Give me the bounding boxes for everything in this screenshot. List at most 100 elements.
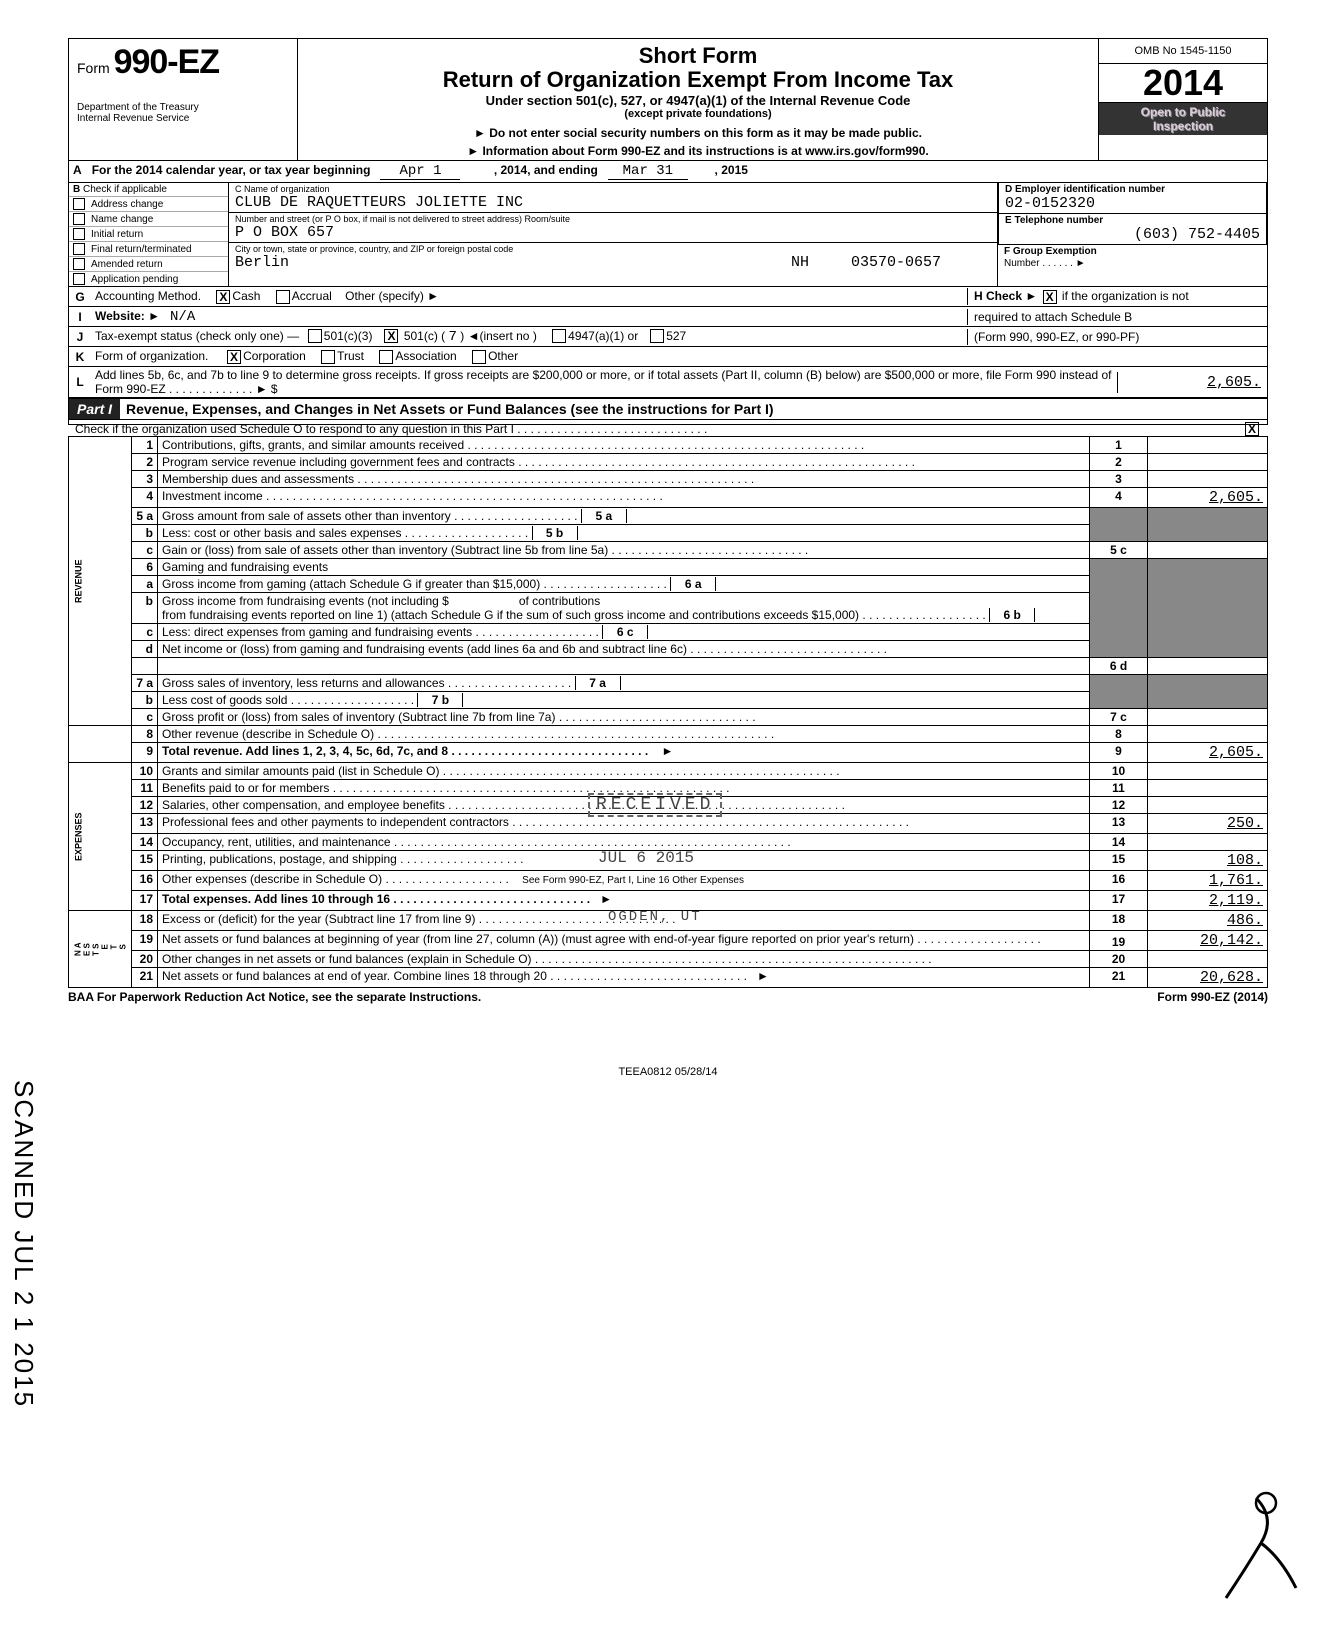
chk-assoc[interactable] [379, 350, 393, 364]
line-20-desc: Other changes in net assets or fund bala… [162, 952, 932, 966]
chk-527[interactable] [650, 329, 664, 343]
chk-application-pending[interactable] [73, 273, 85, 285]
chk-cash[interactable]: X [216, 290, 230, 304]
line-7b-desc: Less cost of goods sold [162, 693, 414, 707]
line-1-desc: Contributions, gifts, grants, and simila… [162, 438, 864, 452]
row-l: L Add lines 5b, 6c, and 7b to line 9 to … [68, 367, 1268, 398]
ssn-warning: ► Do not enter social security numbers o… [304, 126, 1092, 140]
line-9-arrow: ► [662, 744, 674, 758]
line-6c-desc: Less: direct expenses from gaming and fu… [162, 625, 599, 639]
line-5c-rt: 5 c [1090, 542, 1148, 559]
line-14-num: 14 [132, 834, 158, 851]
j-opt1: 501(c)(3) [324, 329, 373, 343]
line-15-rt: 15 [1090, 851, 1148, 871]
line-1-num: 1 [132, 437, 158, 454]
k-assoc: Association [395, 349, 456, 363]
line-10-desc: Grants and similar amounts paid (list in… [162, 764, 840, 778]
form-page: Form 990-EZ Department of the Treasury I… [68, 38, 1268, 1078]
c-name-label: C Name of organization [229, 183, 997, 194]
g-cash: Cash [232, 289, 260, 303]
chk-schedule-o[interactable]: X [1245, 422, 1259, 436]
line-15-num: 15 [132, 851, 158, 871]
col-c-org-info: C Name of organization CLUB DE RAQUETTEU… [229, 183, 997, 286]
chk-amended-return[interactable] [73, 258, 85, 270]
chk-accrual[interactable] [276, 290, 290, 304]
chk-initial-return[interactable] [73, 228, 85, 240]
ein-value: 02-0152320 [999, 195, 1266, 213]
chk-corp[interactable]: X [227, 350, 241, 364]
received-stamp: RECEIVED [588, 793, 722, 817]
dept-line-1: Department of the Treasury [77, 102, 289, 113]
chk-address-change[interactable] [73, 198, 85, 210]
chk-trust[interactable] [321, 350, 335, 364]
line-8-rt: 8 [1090, 726, 1148, 743]
b-item-2: Initial return [91, 229, 143, 240]
org-street: P O BOX 657 [229, 224, 997, 243]
org-zip: 03570-0657 [851, 254, 991, 271]
subtitle-except: (except private foundations) [304, 108, 1092, 120]
line-2-desc: Program service revenue including govern… [162, 455, 915, 469]
j-label: Tax-exempt status (check only one) — [95, 329, 299, 343]
row-a-tax-year: A For the 2014 calendar year, or tax yea… [68, 161, 1268, 183]
line-21-desc: Net assets or fund balances at end of ye… [162, 969, 747, 983]
line-8-num: 8 [132, 726, 158, 743]
chk-final-return[interactable] [73, 243, 85, 255]
line-5a-num: 5 a [132, 508, 158, 525]
l-text: Add lines 5b, 6c, and 7b to line 9 to de… [91, 367, 1117, 397]
row-a-mid: , 2014, and ending [494, 163, 598, 177]
line-6a-box: 6 a [670, 577, 716, 591]
line-4-num: 4 [132, 488, 158, 508]
line-21-arrow: ► [757, 969, 769, 983]
f-label2: Number . . . . . . ► [998, 257, 1267, 269]
teea-code: TEEA0812 05/28/14 [68, 1066, 1268, 1078]
chk-name-change[interactable] [73, 213, 85, 225]
line-19-desc: Net assets or fund balances at beginning… [162, 932, 1041, 946]
chk-h[interactable]: X [1043, 290, 1057, 304]
side-revenue: REVENUE [69, 437, 132, 726]
j-opt3: 4947(a)(1) or [568, 329, 638, 343]
dept-line-2: Internal Revenue Service [77, 113, 289, 124]
form-number: 990-EZ [114, 43, 220, 81]
line-6a-desc: Gross income from gaming (attach Schedul… [162, 577, 667, 591]
row-j: J Tax-exempt status (check only one) — 5… [68, 327, 1268, 347]
line-9-rt: 9 [1090, 743, 1148, 763]
org-city: Berlin [235, 254, 791, 271]
line-12-num: 12 [132, 797, 158, 814]
chk-501c3[interactable] [308, 329, 322, 343]
line-18-desc: Excess or (deficit) for the year (Subtra… [162, 912, 676, 926]
chk-4947[interactable] [552, 329, 566, 343]
line-6b-box: 6 b [989, 608, 1035, 622]
block-b-to-f: B Check if applicable Address change Nam… [68, 183, 1268, 287]
line-18-num: 18 [132, 911, 158, 931]
chk-501c[interactable]: X [384, 329, 398, 343]
chk-other-form[interactable] [472, 350, 486, 364]
line-16-desc: Other expenses (describe in Schedule O) [162, 872, 509, 886]
line-9-amt: 2,605. [1148, 743, 1268, 763]
line-18-amt: 486. [1148, 911, 1268, 931]
j-opt4: 527 [666, 329, 686, 343]
line-16-amt: 1,761. [1148, 871, 1268, 891]
g-label: Accounting Method. [95, 289, 201, 303]
line-3-desc: Membership dues and assessments [162, 472, 754, 486]
k-label: Form of organization. [95, 349, 208, 363]
line-13-amt: 250. [1148, 814, 1268, 834]
part-1-check-text: Check if the organization used Schedule … [75, 422, 707, 436]
line-21-num: 21 [132, 968, 158, 988]
line-7b-box: 7 b [417, 693, 463, 707]
line-7a-desc: Gross sales of inventory, less returns a… [162, 676, 571, 690]
line-6c-num: c [132, 624, 158, 641]
line-17-num: 17 [132, 891, 158, 911]
b-item-5: Application pending [91, 274, 178, 285]
line-4-amt: 2,605. [1148, 488, 1268, 508]
form-label-prefix: Form [77, 60, 110, 76]
line-7c-num: c [132, 709, 158, 726]
line-7a-num: 7 a [132, 675, 158, 692]
line-6b-desc3: from fundraising events reported on line… [162, 608, 986, 622]
line-13-num: 13 [132, 814, 158, 834]
line-5c-desc: Gain or (loss) from sale of assets other… [162, 543, 808, 557]
row-i: I Website: ► N/A required to attach Sche… [68, 307, 1268, 327]
tax-year: 2014 [1099, 64, 1267, 103]
line-6d-desc: Net income or (loss) from gaming and fun… [162, 642, 887, 656]
header-left: Form 990-EZ Department of the Treasury I… [68, 38, 298, 161]
b-item-4: Amended return [91, 259, 163, 270]
